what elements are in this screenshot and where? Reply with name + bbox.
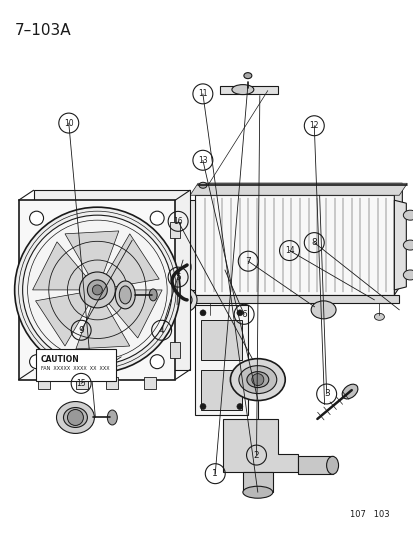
Bar: [201, 370, 241, 409]
Text: 16: 16: [173, 217, 183, 226]
Polygon shape: [190, 183, 406, 195]
Bar: [170, 342, 180, 358]
Ellipse shape: [341, 384, 357, 399]
Polygon shape: [394, 183, 401, 295]
Circle shape: [67, 409, 83, 425]
Text: 15: 15: [76, 379, 86, 388]
Ellipse shape: [373, 313, 384, 320]
Text: CAUTION: CAUTION: [40, 355, 79, 364]
Polygon shape: [106, 234, 159, 287]
Ellipse shape: [246, 372, 268, 387]
Circle shape: [29, 211, 43, 225]
Circle shape: [92, 285, 102, 295]
Ellipse shape: [182, 297, 196, 307]
Polygon shape: [190, 295, 399, 303]
Ellipse shape: [149, 289, 157, 301]
Text: 2: 2: [253, 450, 259, 459]
Bar: [195, 305, 247, 415]
Ellipse shape: [402, 240, 413, 250]
Ellipse shape: [204, 313, 214, 320]
Ellipse shape: [402, 210, 413, 220]
Polygon shape: [65, 231, 119, 275]
Text: 9: 9: [78, 326, 84, 335]
Bar: [38, 377, 50, 389]
Circle shape: [29, 354, 43, 369]
Bar: [201, 320, 241, 360]
Polygon shape: [183, 200, 195, 290]
Ellipse shape: [199, 182, 206, 188]
Circle shape: [150, 354, 164, 369]
Circle shape: [79, 272, 115, 308]
Ellipse shape: [238, 366, 276, 393]
Polygon shape: [33, 190, 190, 370]
Ellipse shape: [242, 486, 272, 498]
Bar: [36, 349, 116, 381]
Circle shape: [173, 288, 197, 312]
Bar: [170, 222, 180, 238]
Polygon shape: [223, 419, 297, 472]
Ellipse shape: [326, 456, 338, 474]
Ellipse shape: [107, 410, 117, 425]
Ellipse shape: [402, 270, 413, 280]
Bar: [76, 377, 88, 389]
Text: 5: 5: [175, 272, 180, 281]
Ellipse shape: [63, 408, 87, 427]
Text: 6: 6: [241, 310, 247, 319]
Ellipse shape: [311, 301, 335, 319]
Text: 7: 7: [245, 257, 251, 265]
Polygon shape: [107, 290, 162, 338]
Circle shape: [236, 403, 242, 409]
Text: FAN  XXXXX  XXXX  XX  XXX: FAN XXXXX XXXX XX XXX: [40, 366, 109, 371]
Text: 4: 4: [159, 326, 164, 335]
Ellipse shape: [115, 281, 135, 309]
Polygon shape: [76, 305, 129, 349]
Polygon shape: [195, 183, 401, 195]
Text: 3: 3: [323, 390, 329, 399]
Bar: [242, 472, 272, 492]
Bar: [297, 456, 332, 474]
Ellipse shape: [230, 359, 285, 400]
Bar: [106, 377, 118, 389]
Text: 1: 1: [212, 469, 218, 478]
Polygon shape: [33, 242, 87, 290]
Circle shape: [87, 280, 107, 300]
Polygon shape: [19, 200, 175, 379]
Circle shape: [199, 403, 206, 409]
Circle shape: [14, 207, 180, 373]
Circle shape: [236, 310, 242, 316]
Text: 8: 8: [311, 238, 316, 247]
Polygon shape: [36, 293, 88, 346]
Circle shape: [150, 211, 164, 225]
Circle shape: [23, 215, 172, 365]
Text: 10: 10: [64, 118, 74, 127]
Text: 14: 14: [284, 246, 294, 255]
Text: 107   103: 107 103: [349, 510, 389, 519]
Circle shape: [199, 310, 206, 316]
Ellipse shape: [177, 257, 190, 277]
Text: 13: 13: [197, 156, 207, 165]
Bar: [144, 377, 156, 389]
Polygon shape: [394, 200, 405, 290]
Circle shape: [251, 374, 263, 385]
Polygon shape: [219, 86, 277, 94]
Circle shape: [178, 293, 192, 307]
Ellipse shape: [119, 286, 131, 304]
Polygon shape: [195, 195, 394, 295]
Text: 12: 12: [309, 121, 318, 130]
Ellipse shape: [231, 85, 253, 94]
Ellipse shape: [56, 401, 94, 433]
Text: 11: 11: [198, 90, 207, 99]
Text: 7–103A: 7–103A: [14, 23, 71, 38]
Ellipse shape: [243, 72, 251, 79]
